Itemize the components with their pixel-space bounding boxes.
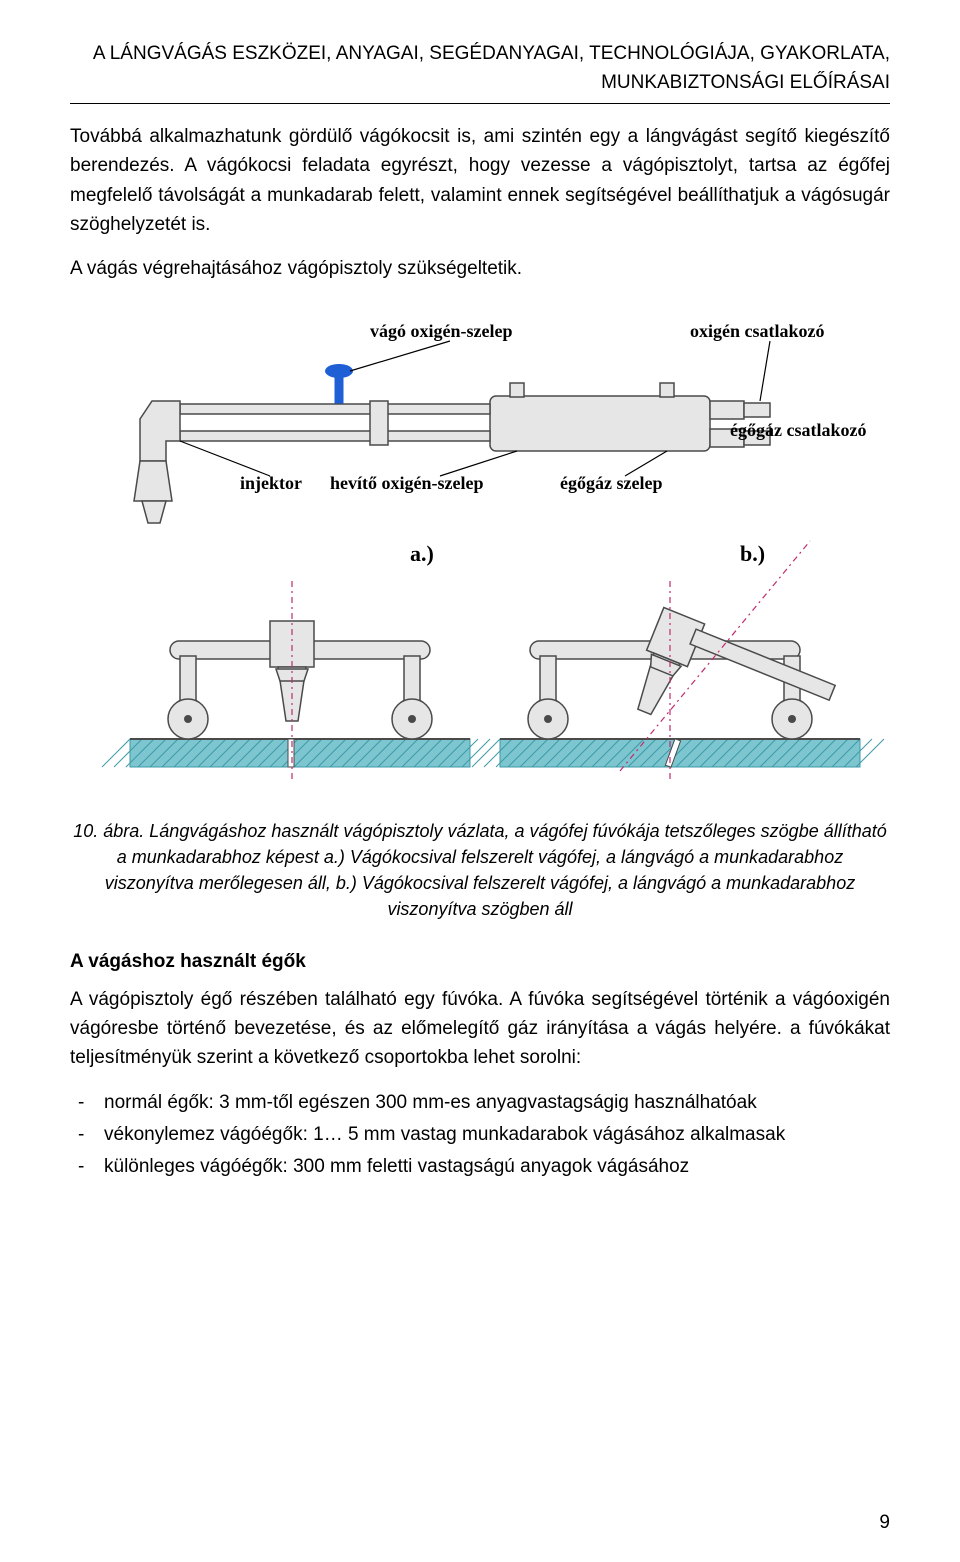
svg-text:égőgáz szelep: égőgáz szelep bbox=[560, 473, 662, 493]
header-line2: MUNKABIZTONSÁGI ELŐÍRÁSAI bbox=[70, 69, 890, 98]
paragraph-2: A vágás végrehajtásához vágópisztoly szü… bbox=[70, 254, 890, 283]
svg-text:b.): b.) bbox=[740, 541, 765, 566]
figure-10-container: vágó oxigén-szelep oxigén csatlakozó égőgá… bbox=[70, 301, 890, 806]
page-number: 9 bbox=[879, 1512, 890, 1534]
paragraph-1: Továbbá alkalmazhatunk gördülő vágókocsi… bbox=[70, 122, 890, 240]
header-line1: A LÁNGVÁGÁS ESZKÖZEI, ANYAGAI, SEGÉDANYA… bbox=[70, 40, 890, 69]
figure-10-caption: 10. ábra. Lángvágáshoz használt vágópisz… bbox=[70, 818, 890, 922]
svg-text:égőgáz csatlakozó: égőgáz csatlakozó bbox=[730, 420, 866, 440]
subheading-burners: A vágáshoz használt égők bbox=[70, 951, 890, 973]
svg-text:a.): a.) bbox=[410, 541, 434, 566]
burner-types-list: normál égők: 3 mm-től egészen 300 mm-es … bbox=[70, 1087, 890, 1184]
running-header: A LÁNGVÁGÁS ESZKÖZEI, ANYAGAI, SEGÉDANYA… bbox=[70, 40, 890, 104]
svg-text:oxigén csatlakozó: oxigén csatlakozó bbox=[690, 321, 825, 341]
svg-text:hevítő oxigén-szelep: hevítő oxigén-szelep bbox=[330, 473, 483, 493]
list-item: különleges vágóégők: 300 mm feletti vast… bbox=[104, 1151, 890, 1183]
paragraph-3: A vágópisztoly égő részében található eg… bbox=[70, 985, 890, 1073]
page-root: A LÁNGVÁGÁS ESZKÖZEI, ANYAGAI, SEGÉDANYA… bbox=[0, 0, 960, 1562]
list-item: vékonylemez vágóégők: 1… 5 mm vastag mun… bbox=[104, 1119, 890, 1151]
svg-text:vágó oxigén-szelep: vágó oxigén-szelep bbox=[370, 321, 512, 341]
list-item: normál égők: 3 mm-től egészen 300 mm-es … bbox=[104, 1087, 890, 1119]
cutting-torch-diagram: vágó oxigén-szelep oxigén csatlakozó égőgá… bbox=[70, 301, 890, 801]
svg-text:injektor: injektor bbox=[240, 473, 302, 493]
